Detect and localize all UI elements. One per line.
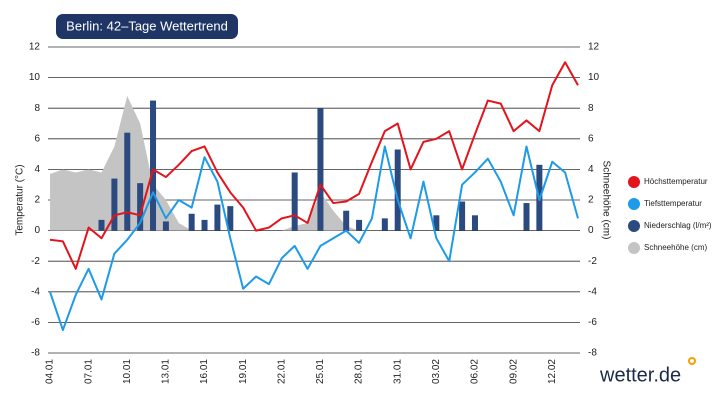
y-tick-label: -8	[31, 348, 40, 359]
y-tick-label: 0	[34, 225, 40, 236]
legend-marker	[628, 198, 640, 210]
precip-bar	[98, 219, 105, 231]
x-tick-label: 31.01	[392, 359, 403, 384]
title-box	[56, 14, 238, 39]
x-tick-label: 22.01	[276, 359, 287, 384]
precip-bar	[471, 215, 478, 231]
legend-label: Niederschlag (l/m²)	[644, 221, 712, 230]
x-tick-label: 04.01	[45, 359, 56, 384]
precip-bar	[227, 206, 234, 231]
legend-marker	[628, 176, 640, 188]
precip-bar	[394, 149, 401, 231]
y-tick-label: -4	[31, 286, 40, 297]
y-tick-label: -6	[31, 317, 40, 328]
precip-bar	[317, 108, 324, 231]
x-tick-label: 16.01	[199, 359, 210, 384]
precip-bar	[150, 100, 157, 231]
y-tick-label: 6	[34, 133, 40, 144]
x-tick-label: 28.01	[354, 359, 365, 384]
precip-bar	[459, 201, 466, 231]
x-tick-label: 06.02	[470, 359, 481, 384]
y2-tick-label: -8	[588, 348, 597, 359]
temp-line	[49, 145, 579, 332]
chart-title: Berlin: 42–Tage Wettertrend	[66, 18, 228, 33]
y2-tick-label: -2	[588, 256, 597, 267]
legend-label: Schneehöhe (cm)	[644, 243, 707, 252]
y2-tick-label: 8	[588, 103, 594, 114]
logo-dot	[688, 357, 696, 365]
y2-tick-label: -6	[588, 317, 597, 328]
y-tick-label: 2	[34, 195, 40, 206]
snow-area	[50, 95, 578, 231]
precip-bar	[214, 204, 221, 231]
precip-bar	[343, 210, 350, 231]
x-tick-label: 19.01	[238, 359, 249, 384]
y2-axis-label: Schneehöhe (cm)	[600, 161, 611, 240]
legend-label: Tiefsttemperatur	[644, 199, 702, 208]
precip-bar	[124, 132, 131, 231]
x-tick-label: 09.02	[508, 359, 519, 384]
x-tick-label: 07.01	[83, 359, 94, 384]
precip-bar	[111, 178, 118, 231]
legend-marker	[628, 242, 640, 254]
x-tick-label: 13.01	[161, 359, 172, 384]
x-tick-label: 10.01	[122, 359, 133, 384]
y-axis-label: Temperatur (°C)	[15, 164, 26, 235]
temp-line	[49, 61, 579, 270]
y2-tick-label: 12	[588, 42, 600, 53]
y2-tick-label: 4	[588, 164, 594, 175]
precip-bar	[356, 219, 363, 231]
precip-bar	[381, 218, 388, 231]
logo: wetter.de	[599, 364, 681, 386]
legend-marker	[628, 220, 640, 232]
x-tick-label: 03.02	[431, 359, 442, 384]
y2-tick-label: 6	[588, 133, 594, 144]
y-tick-label: 12	[29, 42, 41, 53]
y-tick-label: 8	[34, 103, 40, 114]
y2-tick-label: 2	[588, 195, 594, 206]
precip-bar	[162, 221, 169, 231]
legend-label: Höchsttemperatur	[644, 177, 708, 186]
precip-bar	[433, 215, 440, 231]
y2-tick-label: -4	[588, 286, 597, 297]
y-tick-label: 4	[34, 164, 40, 175]
y-tick-label: 10	[29, 72, 41, 83]
precip-bar	[523, 203, 530, 231]
y2-tick-label: 0	[588, 225, 594, 236]
precip-bar	[201, 219, 208, 231]
y2-tick-label: 10	[588, 72, 600, 83]
x-tick-label: 12.02	[547, 359, 558, 384]
precip-bar	[291, 172, 298, 231]
y-tick-label: -2	[31, 256, 40, 267]
precip-bar	[137, 183, 144, 231]
x-tick-label: 25.01	[315, 359, 326, 384]
precip-bar	[188, 213, 195, 231]
